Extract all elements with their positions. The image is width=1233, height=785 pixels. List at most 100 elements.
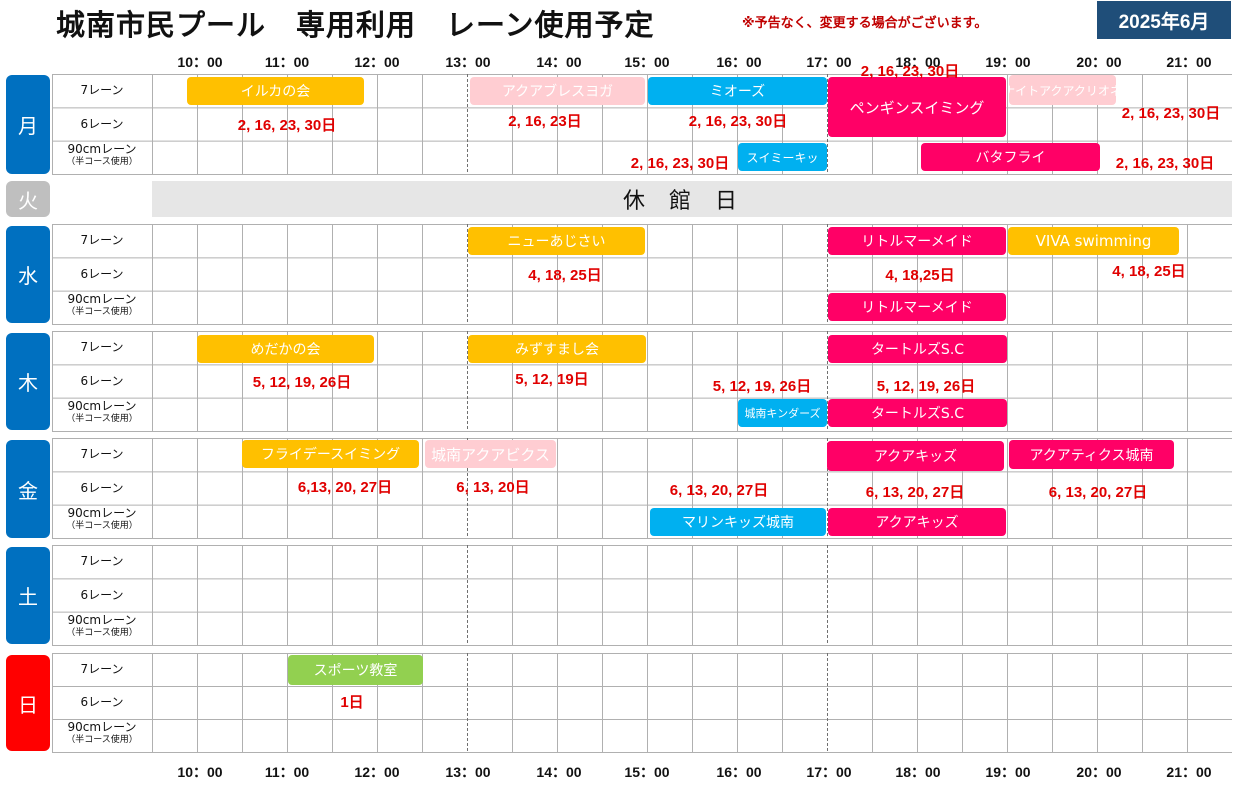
- dates-fri-marine-kids: 6, 13, 20, 27日: [669, 482, 769, 499]
- change-notice: ※予告なく、変更する場合がございます。: [742, 16, 988, 31]
- dates-mon-mios: 2, 16, 23, 30日: [688, 113, 788, 130]
- time-label-top-10: 20：00: [1076, 54, 1122, 70]
- lane-label-7-thu: 7レーン: [52, 341, 152, 354]
- dates-wed-mermaid: 4, 18,25日: [885, 267, 955, 284]
- lane-label-90cm-sun: 90cmレーン （半コース使用）: [52, 721, 152, 747]
- dates-thu-medaka: 5, 12, 19, 26日: [252, 374, 352, 391]
- time-label-bottom-3: 13：00: [445, 764, 491, 780]
- month-badge: 2025年6月: [1097, 1, 1231, 39]
- half-course-note: （半コース使用）: [66, 520, 138, 531]
- lane-label-90cm-text: 90cmレーン: [67, 720, 137, 734]
- half-course-note: （半コース使用）: [66, 413, 138, 424]
- time-label-top-9: 19：00: [985, 54, 1031, 70]
- event-sun-sports-class[interactable]: スポーツ教室: [288, 655, 423, 685]
- time-label-bottom-10: 20：00: [1076, 764, 1122, 780]
- lane-label-90cm-text: 90cmレーン: [67, 141, 137, 156]
- lane-label-90cm-mon: 90cmレーン （半コース使用）: [52, 141, 152, 169]
- event-wed-little-mermaid-90[interactable]: リトルマーメイド: [828, 293, 1006, 321]
- event-thu-mizusumashi[interactable]: みずすまし会: [468, 335, 646, 363]
- dates-thu-kinders: 5, 12, 19, 26日: [712, 378, 812, 395]
- time-label-top-11: 21：00: [1166, 54, 1212, 70]
- lane-label-90cm-text: 90cmレーン: [67, 398, 137, 413]
- event-thu-medaka[interactable]: めだかの会: [197, 335, 374, 363]
- lane-label-6-sat: 6レーン: [52, 587, 152, 602]
- event-wed-little-mermaid[interactable]: リトルマーメイド: [828, 227, 1006, 255]
- event-fri-marine-kids-jonan[interactable]: マリンキッズ城南: [650, 508, 826, 536]
- event-fri-jonan-aquabics[interactable]: 城南アクアビクス: [425, 440, 556, 468]
- page-title: 城南市民プール 専用利用 レーン使用予定: [56, 8, 655, 42]
- event-mon-penguin-swimming[interactable]: ペンギンスイミング: [828, 77, 1006, 137]
- day-label-thu: 木: [6, 333, 50, 430]
- lane-label-90cm-thu: 90cmレーン （半コース使用）: [52, 398, 152, 426]
- day-label-mon: 月: [6, 75, 50, 174]
- time-label-bottom-7: 17：00: [806, 764, 852, 780]
- lane-label-6-text: 6レーン: [80, 373, 124, 388]
- half-course-note: （半コース使用）: [66, 735, 138, 745]
- event-mon-butterfly[interactable]: バタフライ: [921, 143, 1100, 171]
- lane-label-90cm-text: 90cmレーン: [67, 291, 137, 306]
- schedule-grid-sun: [52, 653, 1232, 753]
- event-fri-aqua-kids[interactable]: アクアキッズ: [827, 441, 1004, 471]
- event-mon-mios[interactable]: ミオーズ: [648, 77, 827, 105]
- event-wed-new-ajisai[interactable]: ニューあじさい: [468, 227, 645, 255]
- lane-label-7-text: 7レーン: [80, 340, 124, 355]
- dates-mon-yoga: 2, 16, 23日: [508, 113, 582, 130]
- half-course-note: （半コース使用）: [66, 627, 138, 638]
- time-label-bottom-9: 19：00: [985, 764, 1031, 780]
- event-thu-jonan-kinders[interactable]: 城南キンダーズ: [738, 399, 827, 427]
- lane-label-7-text: 7レーン: [80, 83, 124, 98]
- dates-mon-iruka: 2, 16, 23, 30日: [237, 117, 337, 134]
- lane-label-90cm-fri: 90cmレーン （半コース使用）: [52, 505, 152, 533]
- event-mon-aqua-breath-yoga[interactable]: アクアブレスヨガ: [470, 77, 645, 105]
- time-label-bottom-5: 15：00: [624, 764, 670, 780]
- lane-label-6-text: 6レーン: [80, 695, 124, 709]
- dates-fri-friday-swimming: 6,13, 20, 27日: [297, 479, 393, 496]
- dates-mon-penguin: 2, 16, 23, 30日: [860, 63, 960, 80]
- lane-label-6-fri: 6レーン: [52, 480, 152, 495]
- time-label-bottom-2: 12：00: [354, 764, 400, 780]
- lane-label-90cm-text: 90cmレーン: [67, 612, 137, 627]
- event-fri-friday-swimming[interactable]: フライデースイミング: [242, 440, 419, 468]
- lane-label-90cm-sat: 90cmレーン （半コース使用）: [52, 612, 152, 640]
- event-mon-iruka[interactable]: イルカの会: [187, 77, 364, 105]
- half-course-note: （半コース使用）: [66, 156, 138, 167]
- lane-label-6-text: 6レーン: [80, 480, 124, 495]
- event-mon-night-aqua-clione[interactable]: ナイトアクアクリオネ: [1009, 75, 1116, 105]
- closed-day-banner: 休館日: [152, 181, 1232, 217]
- time-label-top-2: 12：00: [354, 54, 400, 70]
- lane-label-7-wed: 7レーン: [52, 234, 152, 247]
- event-fri-aqua-kids-90[interactable]: アクアキッズ: [828, 508, 1006, 536]
- event-thu-turtles[interactable]: タートルズS.C: [828, 335, 1007, 363]
- lane-label-6-text: 6レーン: [80, 116, 124, 131]
- time-label-bottom-0: 10：00: [177, 764, 223, 780]
- lane-label-6-wed: 6レーン: [52, 267, 152, 281]
- dates-fri-aqua-kids: 6, 13, 20, 27日: [865, 484, 965, 501]
- lane-label-7-text: 7レーン: [80, 554, 124, 569]
- day-label-fri: 金: [6, 440, 50, 538]
- time-label-top-7: 17：00: [806, 54, 852, 70]
- lane-label-7-text: 7レーン: [80, 233, 124, 248]
- lane-label-7-mon: 7レーン: [52, 84, 152, 97]
- dates-fri-aquatics: 6, 13, 20, 27日: [1048, 484, 1148, 501]
- lane-label-7-text: 7レーン: [80, 662, 124, 676]
- event-fri-aquatics-jonan[interactable]: アクアティクス城南: [1009, 440, 1174, 469]
- lane-label-6-text: 6レーン: [80, 587, 124, 602]
- day-label-wed: 水: [6, 226, 50, 323]
- event-mon-swimmy[interactable]: スイミーキッ: [738, 143, 827, 171]
- time-label-bottom-11: 21：00: [1166, 764, 1212, 780]
- dates-mon-clione: 2, 16, 23, 30日: [1121, 105, 1221, 122]
- schedule-grid-sat: [52, 545, 1232, 646]
- time-label-bottom-6: 16：00: [716, 764, 762, 780]
- schedule-grid-mon: [52, 74, 1232, 175]
- time-label-top-8: 18：00: [895, 54, 941, 70]
- time-label-top-5: 15：00: [624, 54, 670, 70]
- event-thu-turtles-90[interactable]: タートルズS.C: [828, 399, 1007, 427]
- dates-wed-ajisai: 4, 18, 25日: [528, 267, 602, 284]
- lane-label-7-text: 7レーン: [80, 447, 124, 462]
- lane-label-90cm-text: 90cmレーン: [67, 505, 137, 520]
- event-wed-viva-swimming[interactable]: VIVA swimming: [1008, 227, 1179, 255]
- time-label-bottom-4: 14：00: [536, 764, 582, 780]
- dates-sun-sports-class: 1日: [340, 694, 364, 711]
- lane-label-6-thu: 6レーン: [52, 373, 152, 388]
- dates-thu-mizusumashi: 5, 12, 19日: [515, 371, 589, 388]
